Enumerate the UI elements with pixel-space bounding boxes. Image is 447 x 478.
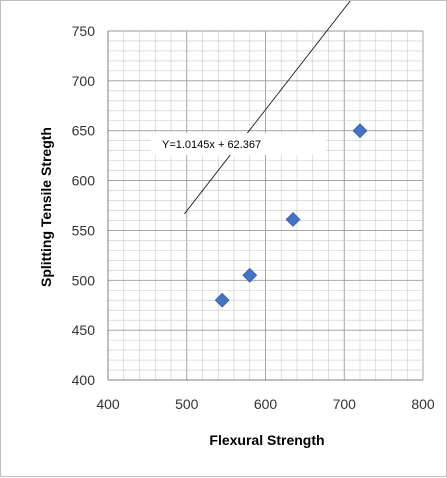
y-tick-label: 550 bbox=[72, 222, 96, 238]
data-point bbox=[285, 212, 301, 227]
trendline-equation: Y=1.0145x + 62.367 bbox=[162, 139, 261, 151]
y-tick-label: 750 bbox=[72, 23, 96, 39]
x-tick-label: 700 bbox=[333, 396, 357, 412]
x-tick-label: 600 bbox=[254, 396, 278, 412]
y-tick-label: 400 bbox=[72, 372, 96, 388]
data-point bbox=[242, 267, 258, 283]
x-tick-label: 400 bbox=[96, 396, 120, 412]
data-points bbox=[214, 123, 368, 308]
y-axis-title: Splitting Tensile Stregth bbox=[38, 127, 54, 287]
tick-labels: 400 500 600 700 800 400 450 500 550 600 650 700 750 bbox=[72, 23, 435, 412]
x-tick-label: 500 bbox=[175, 396, 199, 412]
y-tick-label: 450 bbox=[72, 322, 96, 338]
trendline-label-box: Y=1.0145x + 62.367 bbox=[151, 133, 326, 155]
data-point bbox=[214, 292, 230, 308]
x-axis-title: Flexural Strength bbox=[209, 432, 324, 448]
grid bbox=[107, 30, 424, 381]
x-tick-label: 800 bbox=[411, 396, 435, 412]
y-tick-label: 700 bbox=[72, 73, 96, 89]
trendline bbox=[184, 1, 351, 215]
data-point bbox=[352, 123, 368, 139]
y-tick-label: 500 bbox=[72, 272, 96, 288]
y-tick-label: 650 bbox=[72, 123, 96, 139]
axes bbox=[107, 31, 423, 381]
y-tick-label: 600 bbox=[72, 173, 96, 189]
